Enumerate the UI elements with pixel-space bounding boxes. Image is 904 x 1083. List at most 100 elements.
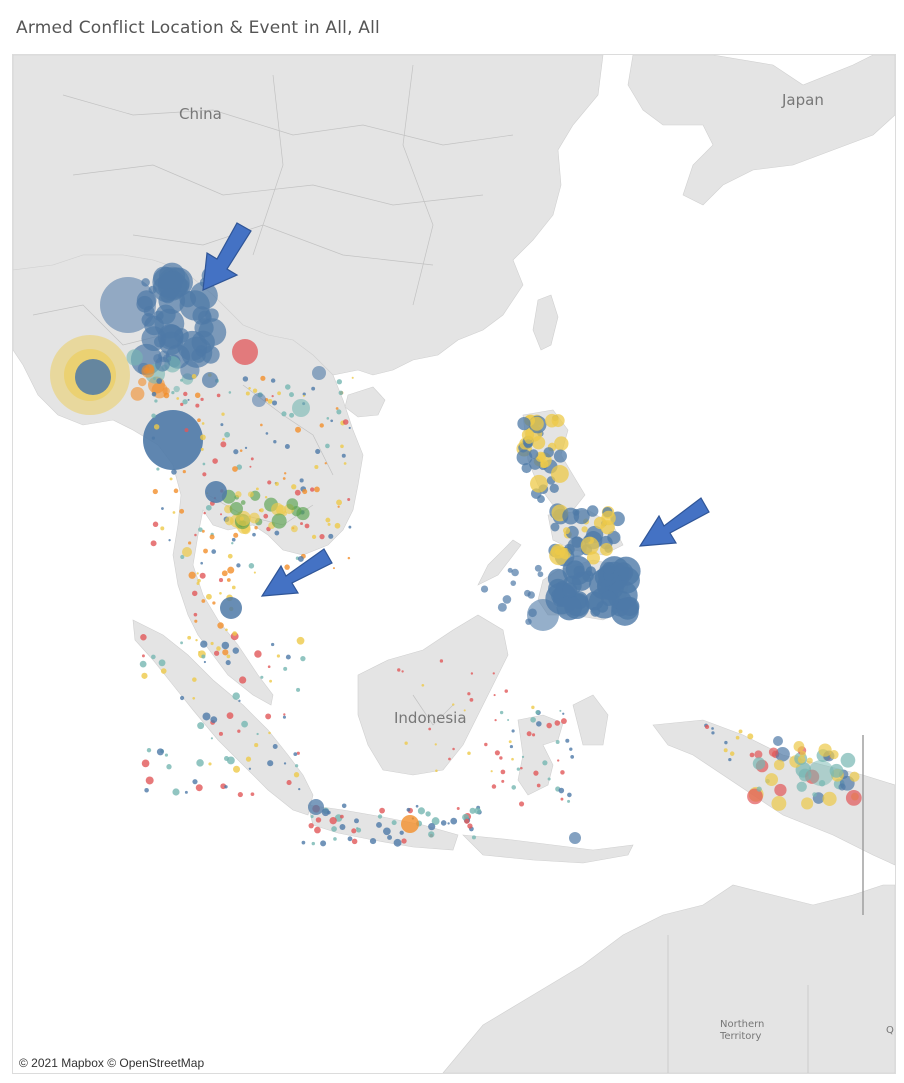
event-marker[interactable]	[329, 816, 337, 825]
event-marker[interactable]	[187, 398, 190, 401]
event-marker[interactable]	[812, 792, 817, 797]
event-marker[interactable]	[518, 801, 525, 807]
event-marker[interactable]	[245, 756, 252, 762]
event-marker[interactable]	[171, 469, 177, 475]
event-marker[interactable]	[219, 591, 222, 595]
event-marker[interactable]	[469, 698, 474, 702]
event-marker[interactable]	[153, 424, 160, 430]
event-marker[interactable]	[383, 827, 391, 836]
event-marker[interactable]	[156, 467, 160, 471]
event-marker[interactable]	[156, 748, 164, 756]
event-marker[interactable]	[560, 797, 564, 801]
event-marker[interactable]	[292, 399, 310, 417]
event-marker[interactable]	[404, 741, 408, 745]
event-marker[interactable]	[75, 359, 111, 395]
event-marker[interactable]	[180, 378, 183, 382]
event-marker[interactable]	[799, 750, 806, 757]
event-marker[interactable]	[209, 534, 215, 540]
event-marker[interactable]	[548, 578, 568, 599]
event-marker[interactable]	[254, 743, 259, 748]
event-marker[interactable]	[808, 760, 834, 786]
event-marker[interactable]	[249, 465, 252, 468]
event-marker[interactable]	[335, 407, 339, 410]
event-marker[interactable]	[141, 672, 148, 679]
event-marker[interactable]	[338, 390, 344, 396]
event-marker[interactable]	[326, 417, 330, 420]
event-marker[interactable]	[171, 391, 175, 395]
event-marker[interactable]	[245, 391, 250, 396]
event-marker[interactable]	[393, 838, 402, 847]
event-marker[interactable]	[248, 387, 251, 390]
event-marker[interactable]	[524, 589, 531, 597]
event-marker[interactable]	[738, 729, 743, 734]
event-marker[interactable]	[339, 814, 344, 819]
event-marker[interactable]	[283, 472, 287, 475]
event-marker[interactable]	[206, 593, 212, 600]
event-marker[interactable]	[196, 572, 199, 575]
event-marker[interactable]	[222, 437, 225, 441]
event-marker[interactable]	[321, 808, 330, 817]
event-marker[interactable]	[354, 818, 359, 824]
event-marker[interactable]	[401, 670, 404, 673]
event-marker[interactable]	[232, 647, 240, 654]
event-marker[interactable]	[456, 807, 460, 810]
event-marker[interactable]	[773, 736, 783, 746]
event-marker[interactable]	[728, 757, 732, 762]
event-marker[interactable]	[194, 619, 198, 623]
event-marker[interactable]	[343, 462, 347, 465]
event-marker[interactable]	[315, 448, 321, 455]
event-marker[interactable]	[188, 541, 192, 545]
event-marker[interactable]	[260, 675, 264, 679]
event-marker[interactable]	[173, 488, 179, 494]
event-marker[interactable]	[540, 459, 549, 469]
event-marker[interactable]	[211, 549, 217, 554]
event-marker[interactable]	[192, 677, 197, 682]
event-marker[interactable]	[537, 571, 544, 578]
event-marker[interactable]	[502, 595, 512, 604]
event-marker[interactable]	[308, 822, 314, 829]
event-marker[interactable]	[537, 495, 545, 504]
event-marker[interactable]	[254, 650, 262, 658]
event-marker[interactable]	[347, 498, 351, 502]
event-marker[interactable]	[218, 731, 223, 736]
event-marker[interactable]	[232, 631, 238, 636]
event-marker[interactable]	[704, 724, 710, 729]
event-marker[interactable]	[194, 392, 201, 398]
event-marker[interactable]	[141, 654, 145, 658]
event-marker[interactable]	[567, 799, 571, 803]
event-marker[interactable]	[151, 413, 156, 418]
event-marker[interactable]	[560, 770, 565, 775]
event-marker[interactable]	[463, 709, 466, 712]
event-marker[interactable]	[222, 649, 229, 656]
event-marker[interactable]	[231, 585, 236, 590]
event-marker[interactable]	[616, 597, 639, 620]
event-marker[interactable]	[351, 376, 354, 379]
event-marker[interactable]	[467, 692, 471, 696]
event-marker[interactable]	[300, 655, 306, 662]
event-marker[interactable]	[296, 636, 305, 645]
event-marker[interactable]	[252, 532, 256, 537]
event-marker[interactable]	[160, 668, 167, 674]
event-marker[interactable]	[182, 469, 186, 474]
event-marker[interactable]	[545, 413, 559, 428]
event-marker[interactable]	[240, 500, 246, 505]
event-marker[interactable]	[509, 744, 514, 749]
event-marker[interactable]	[233, 765, 241, 773]
event-marker[interactable]	[265, 432, 269, 435]
event-marker[interactable]	[527, 599, 559, 631]
event-marker[interactable]	[490, 770, 493, 773]
event-marker[interactable]	[173, 385, 180, 393]
event-marker[interactable]	[747, 788, 763, 805]
event-marker[interactable]	[491, 784, 497, 789]
event-marker[interactable]	[471, 835, 476, 840]
event-marker[interactable]	[196, 759, 204, 767]
event-marker[interactable]	[401, 815, 419, 833]
event-marker[interactable]	[562, 507, 580, 525]
event-marker[interactable]	[542, 760, 548, 766]
event-marker[interactable]	[216, 393, 221, 398]
event-marker[interactable]	[200, 447, 204, 451]
event-marker[interactable]	[497, 602, 507, 612]
event-marker[interactable]	[511, 757, 514, 761]
event-marker[interactable]	[202, 712, 211, 721]
event-marker[interactable]	[308, 799, 324, 815]
